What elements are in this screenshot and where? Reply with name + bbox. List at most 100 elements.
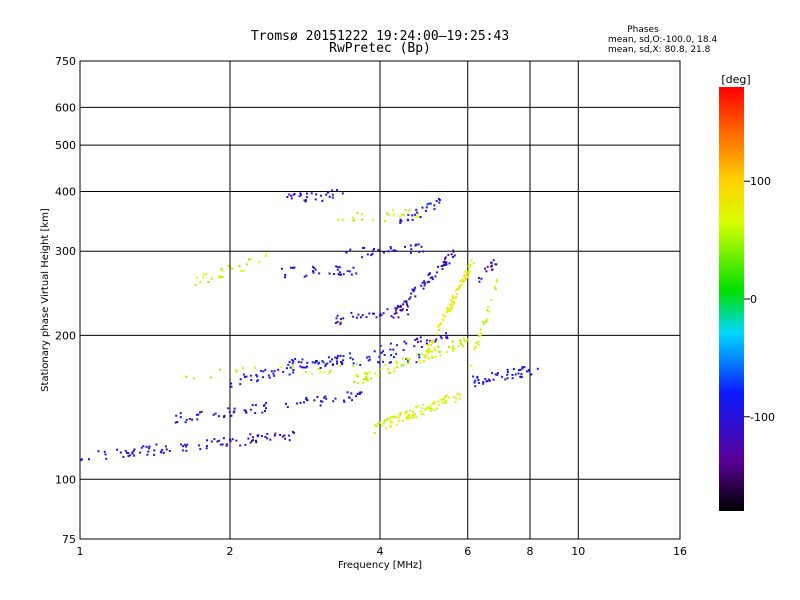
data-point — [452, 249, 455, 252]
data-point — [356, 211, 359, 214]
data-point — [416, 353, 418, 356]
data-point — [219, 276, 222, 278]
data-point — [407, 360, 409, 363]
data-point — [424, 408, 427, 411]
data-point — [256, 379, 259, 382]
data-point — [372, 219, 374, 222]
data-point — [393, 356, 395, 358]
data-point — [445, 394, 448, 397]
data-point — [368, 358, 371, 361]
data-point — [455, 397, 458, 400]
data-point — [272, 372, 275, 375]
data-point — [339, 318, 342, 320]
data-point — [399, 221, 402, 224]
data-point — [392, 348, 395, 351]
data-point — [452, 256, 454, 258]
data-point — [311, 373, 313, 375]
data-point — [422, 287, 425, 290]
data-point — [129, 454, 132, 457]
data-point — [407, 414, 410, 417]
data-point — [375, 424, 378, 427]
data-point — [431, 357, 434, 359]
data-point — [459, 341, 462, 344]
data-point — [361, 256, 364, 259]
data-point — [389, 348, 392, 351]
colorbar-tick-label: 100 — [750, 175, 771, 188]
data-point — [350, 311, 353, 314]
data-point — [188, 418, 191, 420]
data-point — [445, 332, 447, 335]
data-point — [494, 288, 497, 290]
data-point — [445, 261, 448, 264]
data-point — [260, 369, 263, 372]
data-point — [371, 252, 374, 255]
data-point — [336, 266, 339, 269]
data-point — [431, 350, 433, 353]
data-point — [440, 398, 443, 401]
data-point — [442, 401, 445, 404]
data-point — [433, 401, 436, 404]
data-point — [322, 361, 325, 364]
data-point — [261, 411, 264, 414]
data-point — [331, 189, 334, 192]
data-point — [396, 365, 399, 368]
data-point — [231, 267, 233, 270]
data-point — [292, 266, 294, 269]
data-point — [494, 373, 497, 376]
data-point — [255, 374, 258, 376]
data-point — [223, 415, 226, 417]
colorbar-tick-label: -100 — [750, 411, 775, 424]
data-point — [139, 451, 141, 454]
data-point — [216, 440, 219, 443]
data-point — [324, 395, 327, 398]
data-point — [476, 375, 479, 378]
data-point — [439, 323, 442, 326]
data-point — [428, 348, 431, 351]
data-point — [337, 354, 340, 357]
data-point — [463, 276, 466, 279]
data-point — [356, 316, 358, 319]
data-point — [218, 415, 220, 418]
data-point — [221, 276, 224, 278]
data-point — [472, 375, 475, 378]
data-point — [327, 356, 330, 359]
data-point — [345, 250, 348, 253]
data-point — [155, 443, 158, 446]
data-point — [465, 270, 467, 273]
data-point — [490, 299, 493, 301]
data-point — [438, 329, 440, 332]
data-point — [396, 305, 399, 308]
data-point — [488, 310, 491, 313]
data-point — [449, 308, 451, 311]
data-point — [258, 261, 261, 264]
data-point — [428, 280, 430, 283]
data-point — [425, 209, 427, 212]
y-tick-label: 400 — [55, 185, 76, 198]
data-point — [314, 361, 317, 364]
data-point — [407, 416, 409, 419]
data-point — [291, 362, 294, 365]
data-point — [277, 368, 280, 371]
data-point — [325, 193, 328, 196]
data-point — [506, 373, 509, 376]
data-point — [265, 407, 267, 410]
data-point — [506, 377, 509, 380]
data-point — [409, 252, 412, 255]
stats-line-x: mean, sd,X: 80.8, 21.8 — [608, 45, 711, 55]
data-point — [411, 214, 414, 217]
data-point — [381, 424, 384, 427]
data-point — [408, 298, 411, 301]
data-point — [300, 193, 302, 196]
data-point — [356, 382, 359, 385]
data-point — [338, 271, 341, 274]
data-point — [350, 273, 353, 276]
data-point — [88, 458, 90, 461]
data-point — [185, 449, 188, 452]
data-point — [332, 400, 335, 403]
data-point — [181, 449, 184, 452]
data-point — [280, 366, 283, 369]
data-point — [373, 350, 376, 353]
data-point — [477, 381, 480, 384]
data-point — [297, 360, 300, 363]
data-point — [140, 446, 143, 449]
